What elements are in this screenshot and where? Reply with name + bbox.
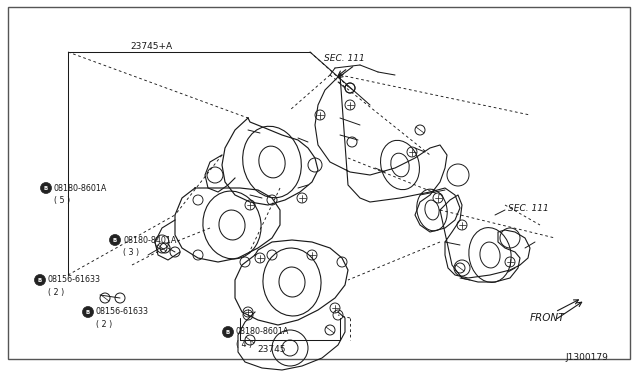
Circle shape xyxy=(40,183,51,193)
Text: 08180-8601A: 08180-8601A xyxy=(236,327,289,337)
Text: B: B xyxy=(226,330,230,334)
Text: ( 2 ): ( 2 ) xyxy=(96,320,112,328)
Text: SEC. 111: SEC. 111 xyxy=(324,54,365,62)
Text: 23745: 23745 xyxy=(258,346,286,355)
Circle shape xyxy=(35,275,45,285)
Text: B: B xyxy=(86,310,90,314)
Text: B: B xyxy=(113,237,117,243)
Circle shape xyxy=(109,234,120,246)
Text: ( 5 ): ( 5 ) xyxy=(54,196,70,205)
Text: ( 2 ): ( 2 ) xyxy=(48,288,64,296)
Text: FRONT: FRONT xyxy=(530,313,566,323)
Text: 08180-8401A: 08180-8401A xyxy=(123,235,177,244)
Text: B: B xyxy=(38,278,42,282)
Text: 08180-8601A: 08180-8601A xyxy=(54,183,108,192)
Text: 08156-61633: 08156-61633 xyxy=(96,308,149,317)
Text: ( 4 ): ( 4 ) xyxy=(236,340,252,349)
Text: B: B xyxy=(44,186,48,190)
Text: J1300179: J1300179 xyxy=(565,353,608,362)
Text: 23745+A: 23745+A xyxy=(130,42,172,51)
Circle shape xyxy=(83,307,93,317)
Text: SEC. 111: SEC. 111 xyxy=(508,203,548,212)
Text: 08156-61633: 08156-61633 xyxy=(48,276,101,285)
Text: ( 3 ): ( 3 ) xyxy=(123,247,139,257)
Circle shape xyxy=(223,327,234,337)
